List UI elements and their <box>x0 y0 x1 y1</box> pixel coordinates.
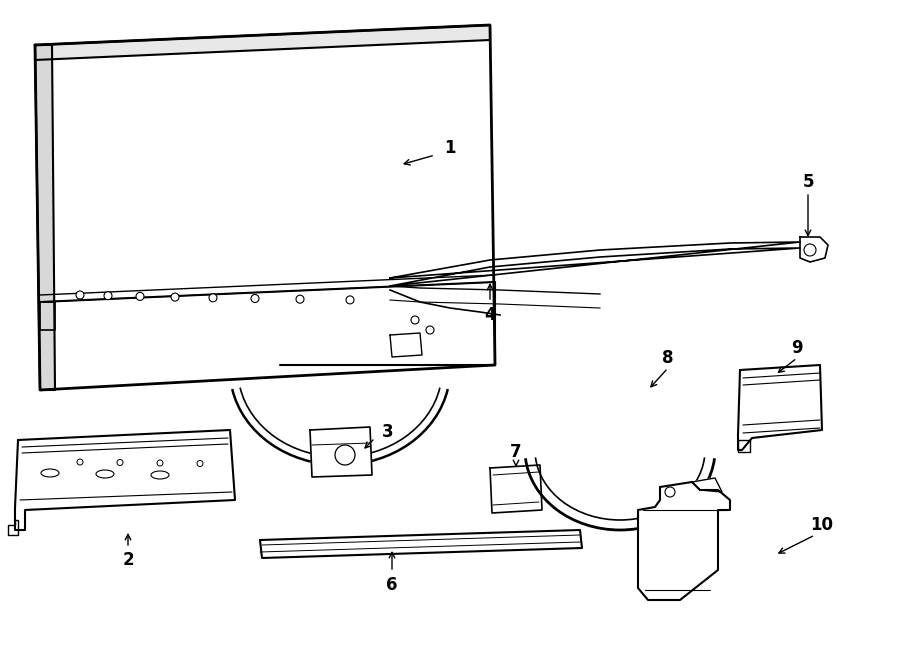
Polygon shape <box>738 365 822 450</box>
Circle shape <box>77 459 83 465</box>
Polygon shape <box>35 45 55 390</box>
Polygon shape <box>260 530 582 558</box>
Polygon shape <box>490 465 542 513</box>
Circle shape <box>665 487 675 497</box>
Polygon shape <box>692 478 722 492</box>
Circle shape <box>136 292 144 300</box>
Circle shape <box>197 461 203 467</box>
Text: 10: 10 <box>811 516 833 534</box>
Text: 6: 6 <box>386 576 398 594</box>
Text: 3: 3 <box>382 423 394 441</box>
Circle shape <box>804 244 816 256</box>
Polygon shape <box>35 25 495 390</box>
Polygon shape <box>390 242 800 286</box>
Ellipse shape <box>41 469 59 477</box>
Text: 7: 7 <box>510 443 522 461</box>
Polygon shape <box>800 237 828 262</box>
Circle shape <box>171 293 179 301</box>
Circle shape <box>209 293 217 302</box>
Polygon shape <box>35 25 490 60</box>
Circle shape <box>117 459 123 465</box>
Circle shape <box>426 326 434 334</box>
Circle shape <box>346 296 354 304</box>
Ellipse shape <box>151 471 169 479</box>
Polygon shape <box>8 520 18 535</box>
Text: 4: 4 <box>484 306 496 324</box>
Circle shape <box>335 445 355 465</box>
Text: 2: 2 <box>122 551 134 569</box>
Text: 5: 5 <box>802 173 814 191</box>
Circle shape <box>157 460 163 466</box>
Polygon shape <box>310 427 372 477</box>
Text: 8: 8 <box>662 349 674 367</box>
Polygon shape <box>638 482 730 600</box>
Text: 1: 1 <box>445 139 455 157</box>
Circle shape <box>104 292 112 299</box>
Circle shape <box>76 291 84 299</box>
Text: 9: 9 <box>791 339 803 357</box>
Circle shape <box>296 295 304 303</box>
Ellipse shape <box>96 470 114 478</box>
Polygon shape <box>15 430 235 530</box>
Circle shape <box>251 295 259 303</box>
Circle shape <box>411 316 419 324</box>
